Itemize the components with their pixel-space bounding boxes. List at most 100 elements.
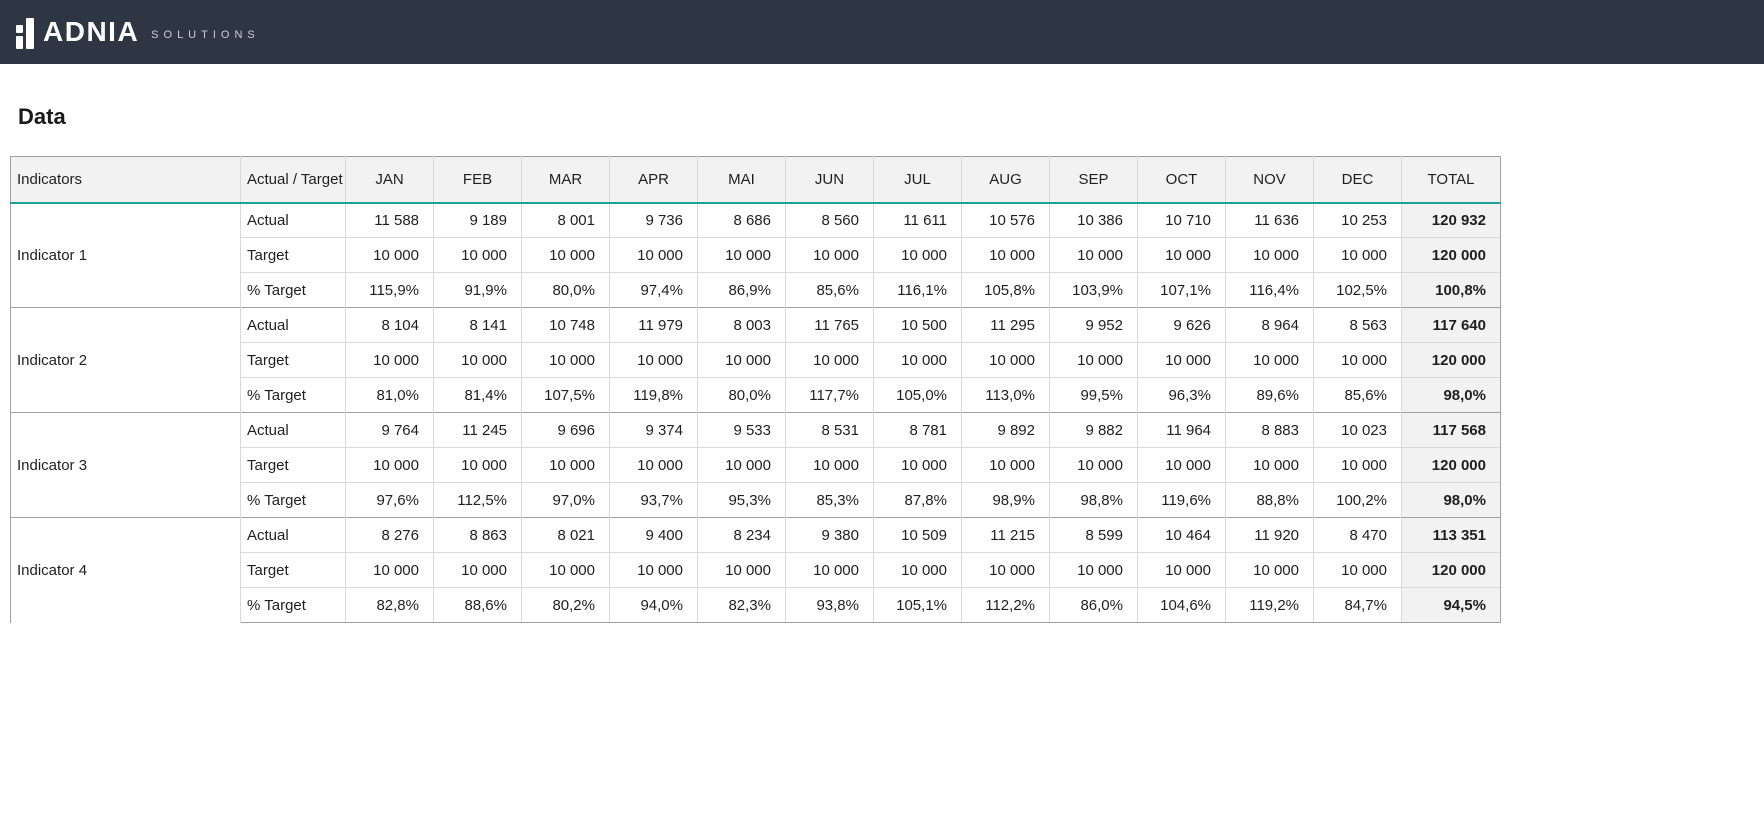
value-cell[interactable]: 105,1%	[874, 588, 962, 623]
value-cell[interactable]: 10 000	[874, 553, 962, 588]
value-cell[interactable]: 11 636	[1226, 203, 1314, 238]
value-cell[interactable]: 85,6%	[1314, 378, 1402, 413]
value-cell[interactable]: 10 000	[346, 553, 434, 588]
value-cell[interactable]: 10 000	[786, 238, 874, 273]
value-cell[interactable]: 9 189	[434, 203, 522, 238]
indicator-name-cell[interactable]: Indicator 2	[11, 308, 241, 413]
value-cell[interactable]: 10 000	[1050, 343, 1138, 378]
value-cell[interactable]: 10 000	[1226, 448, 1314, 483]
value-cell[interactable]: 11 588	[346, 203, 434, 238]
value-cell[interactable]: 80,0%	[522, 273, 610, 308]
value-cell[interactable]: 10 253	[1314, 203, 1402, 238]
value-cell[interactable]: 10 000	[434, 343, 522, 378]
column-header-oct[interactable]: OCT	[1138, 157, 1226, 203]
value-cell[interactable]: 8 104	[346, 308, 434, 343]
value-cell[interactable]: 10 000	[786, 553, 874, 588]
value-cell[interactable]: 80,0%	[698, 378, 786, 413]
value-cell[interactable]: 119,2%	[1226, 588, 1314, 623]
value-cell[interactable]: 10 509	[874, 518, 962, 553]
value-cell[interactable]: 8 964	[1226, 308, 1314, 343]
value-cell[interactable]: 11 765	[786, 308, 874, 343]
row-type-cell[interactable]: Target	[241, 238, 346, 273]
value-cell[interactable]: 10 000	[434, 553, 522, 588]
value-cell[interactable]: 10 000	[346, 448, 434, 483]
value-cell[interactable]: 91,9%	[434, 273, 522, 308]
value-cell[interactable]: 11 979	[610, 308, 698, 343]
column-header-jul[interactable]: JUL	[874, 157, 962, 203]
value-cell[interactable]: 10 000	[698, 343, 786, 378]
value-cell[interactable]: 10 386	[1050, 203, 1138, 238]
value-cell[interactable]: 8 781	[874, 413, 962, 448]
value-cell[interactable]: 10 000	[1050, 238, 1138, 273]
value-cell[interactable]: 8 560	[786, 203, 874, 238]
value-cell[interactable]: 10 000	[1138, 238, 1226, 273]
value-cell[interactable]: 8 883	[1226, 413, 1314, 448]
total-cell[interactable]: 120 932	[1402, 203, 1501, 238]
value-cell[interactable]: 82,8%	[346, 588, 434, 623]
value-cell[interactable]: 10 000	[1138, 343, 1226, 378]
value-cell[interactable]: 10 000	[1314, 343, 1402, 378]
value-cell[interactable]: 105,8%	[962, 273, 1050, 308]
value-cell[interactable]: 10 748	[522, 308, 610, 343]
column-header-nov[interactable]: NOV	[1226, 157, 1314, 203]
total-cell[interactable]: 98,0%	[1402, 378, 1501, 413]
value-cell[interactable]: 10 000	[522, 238, 610, 273]
value-cell[interactable]: 10 000	[522, 448, 610, 483]
value-cell[interactable]: 98,9%	[962, 483, 1050, 518]
value-cell[interactable]: 115,9%	[346, 273, 434, 308]
value-cell[interactable]: 103,9%	[1050, 273, 1138, 308]
indicator-name-cell[interactable]: Indicator 1	[11, 203, 241, 308]
value-cell[interactable]: 10 000	[962, 448, 1050, 483]
value-cell[interactable]: 102,5%	[1314, 273, 1402, 308]
total-cell[interactable]: 120 000	[1402, 553, 1501, 588]
column-header-total[interactable]: TOTAL	[1402, 157, 1501, 203]
value-cell[interactable]: 9 380	[786, 518, 874, 553]
value-cell[interactable]: 98,8%	[1050, 483, 1138, 518]
row-type-cell[interactable]: % Target	[241, 588, 346, 623]
value-cell[interactable]: 112,5%	[434, 483, 522, 518]
total-cell[interactable]: 117 640	[1402, 308, 1501, 343]
value-cell[interactable]: 86,9%	[698, 273, 786, 308]
total-cell[interactable]: 100,8%	[1402, 273, 1501, 308]
total-cell[interactable]: 120 000	[1402, 238, 1501, 273]
value-cell[interactable]: 93,7%	[610, 483, 698, 518]
column-header-mai[interactable]: MAI	[698, 157, 786, 203]
value-cell[interactable]: 8 003	[698, 308, 786, 343]
value-cell[interactable]: 116,1%	[874, 273, 962, 308]
row-type-cell[interactable]: % Target	[241, 273, 346, 308]
value-cell[interactable]: 113,0%	[962, 378, 1050, 413]
value-cell[interactable]: 119,8%	[610, 378, 698, 413]
value-cell[interactable]: 10 500	[874, 308, 962, 343]
value-cell[interactable]: 116,4%	[1226, 273, 1314, 308]
value-cell[interactable]: 85,3%	[786, 483, 874, 518]
value-cell[interactable]: 10 000	[1226, 553, 1314, 588]
column-header-apr[interactable]: APR	[610, 157, 698, 203]
value-cell[interactable]: 10 023	[1314, 413, 1402, 448]
value-cell[interactable]: 9 882	[1050, 413, 1138, 448]
value-cell[interactable]: 97,6%	[346, 483, 434, 518]
value-cell[interactable]: 10 000	[1226, 343, 1314, 378]
column-header-aug[interactable]: AUG	[962, 157, 1050, 203]
value-cell[interactable]: 9 764	[346, 413, 434, 448]
value-cell[interactable]: 8 470	[1314, 518, 1402, 553]
column-header-indicators[interactable]: Indicators	[11, 157, 241, 203]
value-cell[interactable]: 10 000	[786, 448, 874, 483]
value-cell[interactable]: 10 000	[610, 343, 698, 378]
value-cell[interactable]: 8 001	[522, 203, 610, 238]
row-type-cell[interactable]: Target	[241, 448, 346, 483]
value-cell[interactable]: 10 000	[1226, 238, 1314, 273]
value-cell[interactable]: 10 000	[522, 343, 610, 378]
value-cell[interactable]: 10 000	[1050, 553, 1138, 588]
value-cell[interactable]: 9 533	[698, 413, 786, 448]
value-cell[interactable]: 8 531	[786, 413, 874, 448]
value-cell[interactable]: 107,5%	[522, 378, 610, 413]
value-cell[interactable]: 10 710	[1138, 203, 1226, 238]
value-cell[interactable]: 84,7%	[1314, 588, 1402, 623]
value-cell[interactable]: 107,1%	[1138, 273, 1226, 308]
value-cell[interactable]: 100,2%	[1314, 483, 1402, 518]
value-cell[interactable]: 8 141	[434, 308, 522, 343]
value-cell[interactable]: 105,0%	[874, 378, 962, 413]
value-cell[interactable]: 9 952	[1050, 308, 1138, 343]
column-header-feb[interactable]: FEB	[434, 157, 522, 203]
value-cell[interactable]: 8 276	[346, 518, 434, 553]
